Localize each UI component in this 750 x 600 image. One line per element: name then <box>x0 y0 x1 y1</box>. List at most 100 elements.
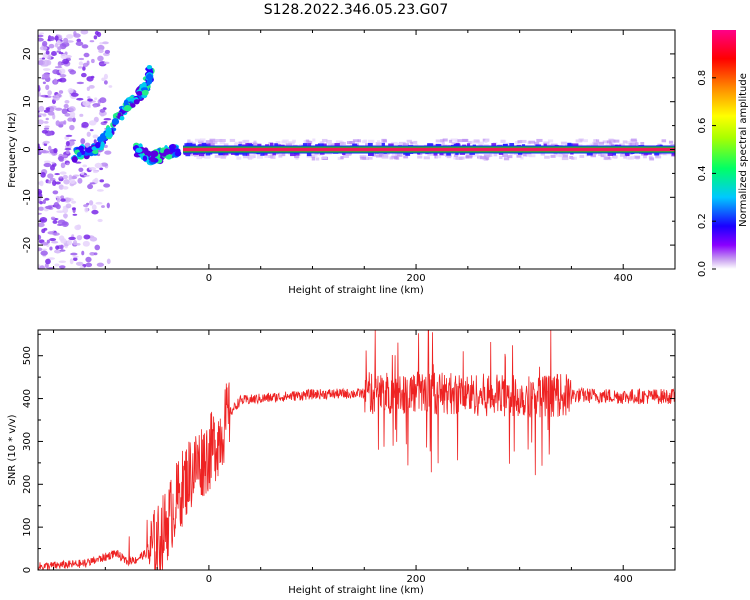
snr-marks <box>38 330 675 570</box>
spectrogram-halo-point <box>306 153 312 157</box>
spectrogram-noise-point <box>67 115 76 118</box>
spectrogram-noise-point <box>106 258 111 265</box>
colorbar-tick-label: 0.2 <box>697 213 708 229</box>
spectrogram-noise-point <box>82 100 90 107</box>
spectrogram-noise-point <box>53 78 58 85</box>
spectrogram-noise-point <box>65 203 72 209</box>
spectrogram-haze-point <box>622 140 628 144</box>
spectrogram-noise-point <box>39 180 44 187</box>
spectrogram-haze-point <box>403 155 409 159</box>
spectrogram-haze-point <box>523 153 527 157</box>
spectrogram-halo-point <box>187 143 193 147</box>
spectrogram-haze-point <box>655 155 662 159</box>
spectrogram-halo-point <box>272 152 276 156</box>
spectrogram-noise-point <box>66 34 74 39</box>
spectrogram-haze-point <box>571 156 577 160</box>
spectrogram-haze-point <box>322 155 328 159</box>
spectrogram-noise-point <box>88 120 97 126</box>
spectrogram-halo-point <box>334 143 340 147</box>
spectrogram-halo-point <box>625 153 630 157</box>
spectrogram-noise-point <box>81 250 85 256</box>
spectrogram-haze-point <box>519 139 527 143</box>
spectrogram-noise-point <box>44 197 50 201</box>
spectrogram-halo-point <box>290 153 296 157</box>
spectrogram-noise-point <box>93 177 99 184</box>
spectrogram-noise-point <box>64 147 72 151</box>
carrier-line-core <box>183 147 675 152</box>
spectrogram-noise-point <box>96 262 105 267</box>
spectrogram-noise-point <box>79 265 85 269</box>
spectrogram-haze-point <box>391 152 397 156</box>
spectrogram-noise-point <box>81 72 87 78</box>
spectrogram-haze-point <box>515 141 520 145</box>
spectrogram-noise-point <box>89 40 95 43</box>
spectrogram-haze-point <box>427 152 435 156</box>
spectrogram-halo-point <box>317 143 324 147</box>
spectrogram-noise-point <box>96 189 104 192</box>
spectrogram-halo-point <box>184 143 189 147</box>
spectrogram-noise-point <box>47 54 52 60</box>
spectrogram-noise-point <box>57 156 65 161</box>
spectrogram-noise-point <box>60 198 66 202</box>
spectrogram-noise-point <box>88 200 94 206</box>
spectrogram-halo-point <box>201 142 207 146</box>
spectrogram-noise-point <box>54 173 60 176</box>
spectrogram-haze-point <box>455 156 463 160</box>
spectrogram-noise-point <box>72 255 79 258</box>
spectrogram-noise-point <box>38 34 44 38</box>
spectrogram-halo-point <box>388 143 394 147</box>
spectrogram-haze-point <box>375 154 382 158</box>
spectrogram-halo-point <box>185 153 191 157</box>
spectrogram-noise-point <box>93 252 98 256</box>
spectrogram-noise-point <box>103 183 111 188</box>
spectrogram-noise-point <box>53 147 58 154</box>
spectrogram-haze-point <box>410 141 414 145</box>
spectrogram-haze-point <box>209 138 216 142</box>
spectrogram-haze-point <box>278 152 282 156</box>
spectrogram-marks <box>38 30 675 269</box>
spectrogram-noise-point <box>99 62 105 65</box>
spectrogram-halo-point <box>274 143 278 147</box>
spectrogram-branch2-point <box>163 148 171 155</box>
spectrogram-halo-point <box>435 143 442 147</box>
spectrogram-branch2-point <box>149 155 156 163</box>
spectrogram-noise-point <box>38 212 43 215</box>
spectrogram-noise-point <box>47 90 52 96</box>
spectrogram-noise-point <box>52 69 60 75</box>
spectrogram-halo-point <box>295 152 300 156</box>
spectrogram-panel: 0 200 400 -20 -10 0 10 20 Height of straight li… <box>7 29 676 296</box>
spectrogram-haze-point <box>252 142 258 146</box>
spectrogram-haze-point <box>649 157 655 161</box>
spectrogram-noise-point <box>76 97 84 101</box>
spectrogram-noise-point <box>94 30 99 36</box>
spectrogram-haze-point <box>498 155 503 159</box>
spectrogram-halo-point <box>257 143 262 147</box>
spectrogram-haze-point <box>451 141 456 145</box>
spectrogram-noise-point <box>58 184 64 190</box>
spectrogram-haze-point <box>340 156 344 160</box>
spectrogram-haze-point <box>219 138 226 142</box>
spectrogram-haze-point <box>602 140 609 144</box>
spectrogram-branch1-point <box>71 156 78 163</box>
spectrogram-noise-point <box>38 206 45 211</box>
spectrogram-haze-point <box>436 155 442 159</box>
spectrogram-noise-point <box>52 220 58 224</box>
spectrogram-haze-point <box>657 143 662 147</box>
spectrogram-haze-point <box>458 156 465 160</box>
spectrogram-noise-point <box>41 129 49 134</box>
snr-xtick-label: 400 <box>614 574 633 585</box>
colorbar-tick-label: 0.0 <box>697 261 708 277</box>
spectrogram-noise-point <box>43 140 50 144</box>
spectrogram-noise-point <box>76 224 82 230</box>
spectrogram-haze-point <box>442 138 448 142</box>
spectrogram-haze-point <box>555 153 563 157</box>
spectrogram-ytick-label: 0 <box>22 146 33 152</box>
spectrogram-noise-point <box>60 53 68 59</box>
spectrogram-noise-point <box>64 112 71 117</box>
spectrogram-halo-point <box>369 152 373 156</box>
spectrogram-branch1-point <box>119 115 125 121</box>
spectrogram-noise-point <box>56 210 65 213</box>
spectrogram-noise-point <box>99 108 106 113</box>
spectrogram-noise-point <box>62 58 70 65</box>
spectrogram-noise-point <box>38 151 42 156</box>
